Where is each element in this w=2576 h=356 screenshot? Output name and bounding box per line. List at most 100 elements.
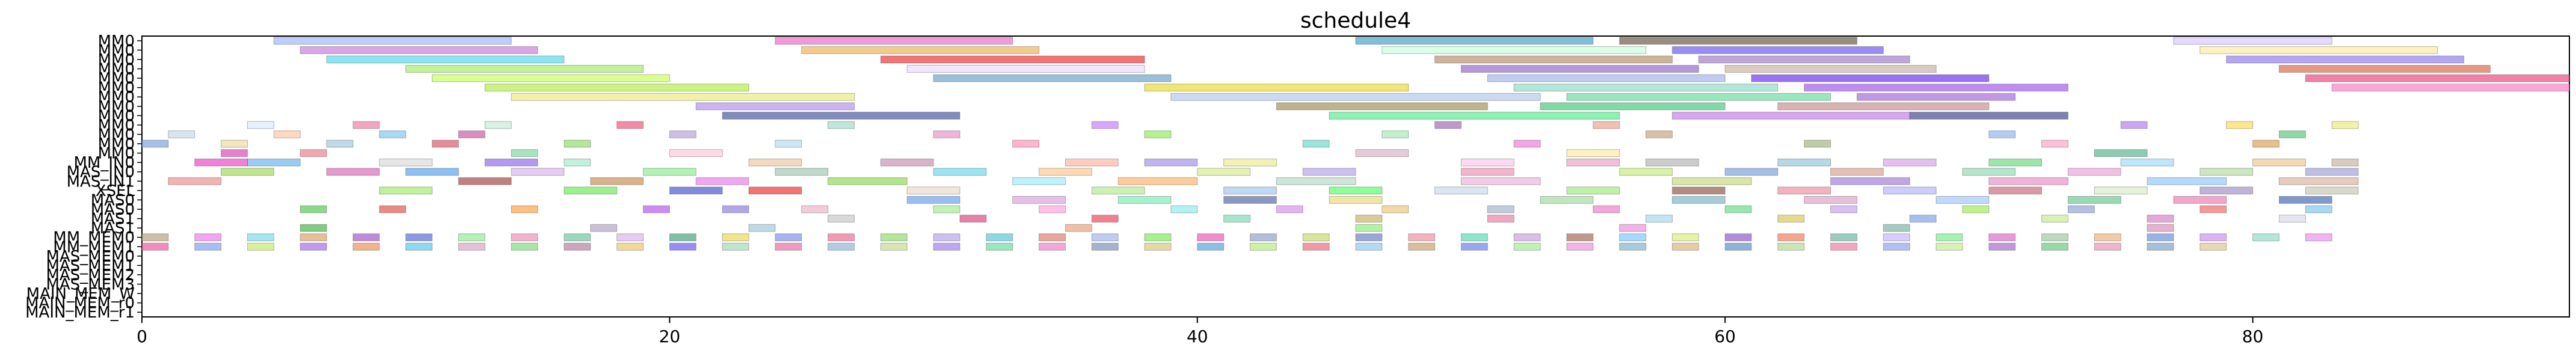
schedule-bar bbox=[1355, 215, 1383, 222]
schedule-bar bbox=[405, 168, 459, 176]
schedule-bar bbox=[1302, 233, 1330, 242]
schedule-bar bbox=[300, 205, 327, 213]
schedule-bar bbox=[828, 177, 908, 185]
schedule-bar bbox=[1250, 242, 1277, 251]
schedule-bar bbox=[669, 186, 723, 195]
schedule-bar bbox=[775, 140, 802, 148]
schedule-bar bbox=[1566, 242, 1594, 251]
schedule-bar bbox=[300, 233, 327, 242]
schedule-bar bbox=[300, 149, 327, 157]
schedule-bar bbox=[511, 233, 538, 242]
schedule-bar bbox=[775, 233, 802, 242]
schedule-bar bbox=[2226, 55, 2465, 64]
schedule-bar bbox=[1724, 168, 1778, 176]
schedule-bar bbox=[511, 205, 538, 213]
schedule-bar bbox=[1039, 168, 1092, 176]
schedule-bar bbox=[616, 233, 644, 242]
schedule-bar bbox=[1883, 158, 1937, 167]
schedule-bar bbox=[722, 205, 749, 213]
schedule-bar bbox=[880, 233, 908, 242]
schedule-bar bbox=[1223, 215, 1251, 222]
schedule-bar bbox=[141, 140, 169, 148]
schedule-bar bbox=[695, 177, 749, 185]
schedule-bar bbox=[1988, 233, 2016, 242]
schedule-bar bbox=[1039, 233, 1066, 242]
schedule-bar bbox=[2278, 130, 2306, 138]
schedule-bar bbox=[326, 168, 380, 176]
schedule-bar bbox=[775, 242, 802, 251]
schedule-bar bbox=[1487, 205, 1514, 213]
schedule-bar bbox=[1724, 65, 1937, 73]
schedule-bar bbox=[1513, 84, 1778, 92]
schedule-bar bbox=[1619, 242, 1647, 251]
schedule-bar bbox=[2199, 242, 2227, 251]
schedule-bar bbox=[1513, 140, 1541, 148]
schedule-bar bbox=[1382, 205, 1409, 213]
schedule-bar bbox=[194, 233, 222, 242]
y-tick-label: MM0 bbox=[98, 88, 135, 106]
schedule-bar bbox=[1777, 158, 1831, 167]
y-tick-label: MAS_MEM3 bbox=[46, 276, 135, 294]
schedule-bar bbox=[1223, 186, 1277, 195]
schedule-bar bbox=[2199, 205, 2227, 213]
schedule-bar bbox=[1751, 74, 1990, 82]
schedule-bar bbox=[1408, 242, 1436, 251]
schedule-bar bbox=[1698, 55, 1910, 64]
schedule-bar bbox=[273, 130, 301, 138]
y-tick-label: MAS1 bbox=[91, 219, 135, 238]
schedule-bar bbox=[2252, 233, 2279, 242]
schedule-bar bbox=[1039, 205, 1066, 213]
schedule-bar bbox=[1065, 224, 1092, 232]
schedule-bar bbox=[511, 242, 538, 251]
schedule-bar bbox=[405, 65, 644, 73]
schedule-bar bbox=[2278, 215, 2306, 222]
schedule-bar bbox=[194, 242, 222, 251]
schedule-bar bbox=[247, 242, 274, 251]
schedule-bar bbox=[1302, 140, 1330, 148]
chart-title: schedule4 bbox=[1300, 8, 1411, 33]
schedule-bar bbox=[933, 74, 1172, 82]
schedule-bar bbox=[1355, 242, 1383, 251]
schedule-bar bbox=[669, 149, 723, 157]
schedule-bar bbox=[1777, 186, 1831, 195]
schedule-bar bbox=[1935, 233, 1963, 242]
schedule-bar bbox=[669, 130, 696, 138]
schedule-bar bbox=[1460, 168, 1514, 176]
schedule-bar bbox=[1593, 205, 1620, 213]
schedule-bar bbox=[1197, 242, 1225, 251]
schedule-bar bbox=[643, 205, 670, 213]
schedule-bar bbox=[1593, 121, 1620, 129]
y-tick-label: MAS_IN1 bbox=[67, 173, 135, 191]
schedule-bar bbox=[458, 242, 485, 251]
schedule-bar bbox=[1197, 233, 1225, 242]
schedule-bar bbox=[1671, 46, 1884, 54]
y-tick-label: MM0 bbox=[98, 117, 135, 135]
y-tick-label: MAS_MEM2 bbox=[46, 266, 135, 284]
schedule-bar bbox=[1540, 196, 1594, 204]
schedule-bar bbox=[2305, 233, 2332, 242]
schedule-bar bbox=[590, 224, 618, 232]
schedule-bar bbox=[1091, 215, 1119, 222]
schedule-bar bbox=[1382, 130, 1409, 138]
schedule-bar bbox=[1935, 196, 1990, 204]
y-tick-label: MAS1 bbox=[91, 210, 135, 229]
schedule-bar bbox=[1170, 93, 1541, 101]
schedule-bar bbox=[1777, 215, 1805, 222]
schedule-bar bbox=[2199, 168, 2254, 176]
schedule-bar bbox=[2041, 242, 2068, 251]
schedule-bar bbox=[906, 65, 1145, 73]
y-tick-label: MAS_MEM0 bbox=[46, 248, 135, 266]
schedule-bar bbox=[2173, 37, 2332, 45]
schedule-bar bbox=[1012, 140, 1040, 148]
schedule-bar bbox=[2199, 233, 2227, 242]
schedule-bar bbox=[1619, 233, 1647, 242]
schedule-bar bbox=[564, 158, 591, 167]
schedule-bar bbox=[564, 186, 618, 195]
schedule-bar bbox=[1804, 140, 1831, 148]
schedule-bar bbox=[933, 205, 961, 213]
y-tick-label: MAIN_MEM_W bbox=[26, 285, 135, 303]
schedule-bar bbox=[326, 140, 354, 148]
schedule-bar bbox=[828, 215, 855, 222]
schedule-bar bbox=[933, 130, 961, 138]
